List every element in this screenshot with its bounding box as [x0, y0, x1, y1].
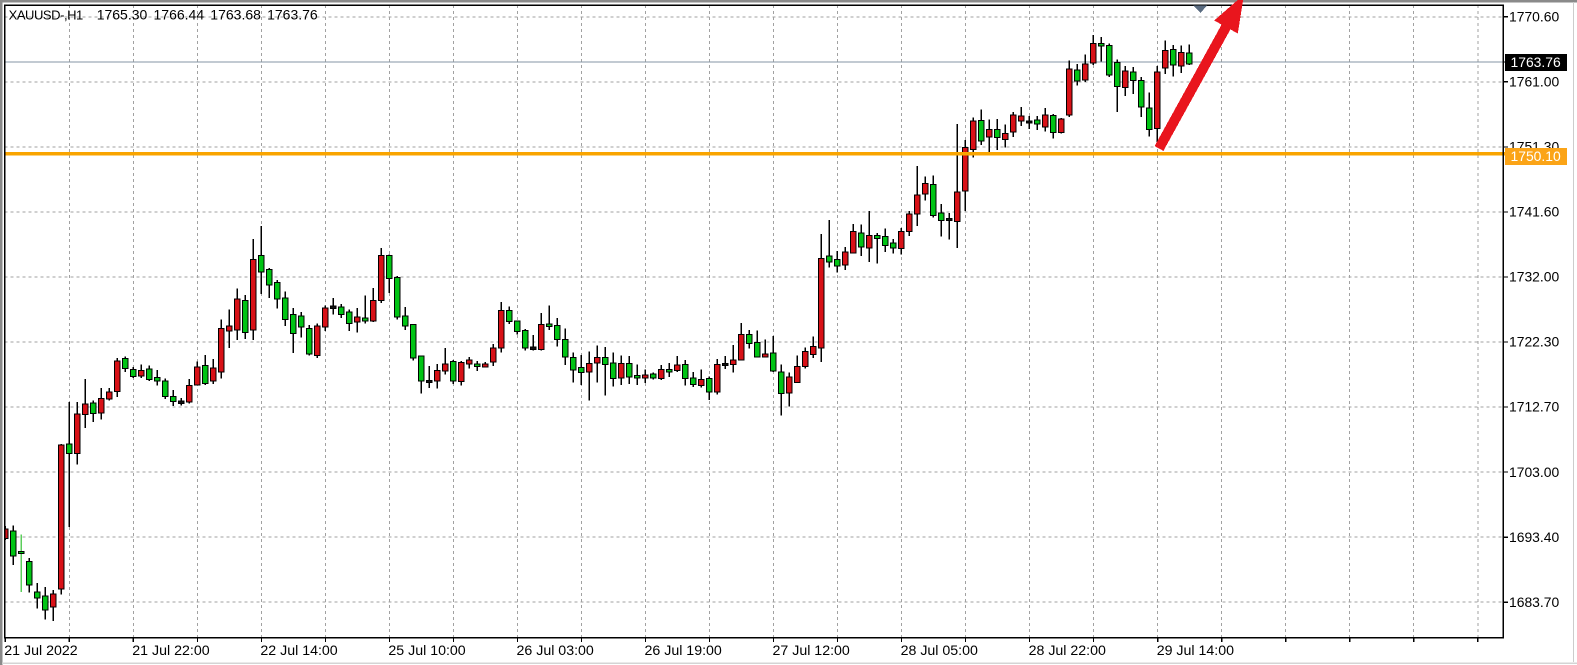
svg-text:27 Jul 12:00: 27 Jul 12:00	[773, 643, 850, 659]
svg-text:1750.10: 1750.10	[1511, 148, 1561, 164]
svg-text:26 Jul 19:00: 26 Jul 19:00	[645, 643, 722, 659]
svg-text:28 Jul 05:00: 28 Jul 05:00	[901, 643, 978, 659]
svg-text:1712.70: 1712.70	[1509, 399, 1559, 415]
svg-text:21 Jul 22:00: 21 Jul 22:00	[132, 643, 209, 659]
svg-text:1722.30: 1722.30	[1509, 334, 1559, 350]
svg-text:1761.00: 1761.00	[1509, 73, 1559, 89]
svg-text:21 Jul 2022: 21 Jul 2022	[4, 643, 77, 659]
svg-text:1741.60: 1741.60	[1509, 204, 1559, 220]
svg-text:1693.40: 1693.40	[1509, 529, 1559, 545]
svg-text:1763.76: 1763.76	[1511, 54, 1561, 70]
svg-text:1770.60: 1770.60	[1509, 8, 1559, 24]
svg-text:29 Jul 14:00: 29 Jul 14:00	[1157, 643, 1234, 659]
svg-text:28 Jul 22:00: 28 Jul 22:00	[1029, 643, 1106, 659]
svg-text:22 Jul 14:00: 22 Jul 14:00	[260, 643, 337, 659]
svg-text:1732.00: 1732.00	[1509, 269, 1559, 285]
svg-text:25 Jul 10:00: 25 Jul 10:00	[388, 643, 465, 659]
svg-text:1683.70: 1683.70	[1509, 594, 1559, 610]
svg-text:1703.00: 1703.00	[1509, 464, 1559, 480]
svg-text:26 Jul 03:00: 26 Jul 03:00	[517, 643, 594, 659]
